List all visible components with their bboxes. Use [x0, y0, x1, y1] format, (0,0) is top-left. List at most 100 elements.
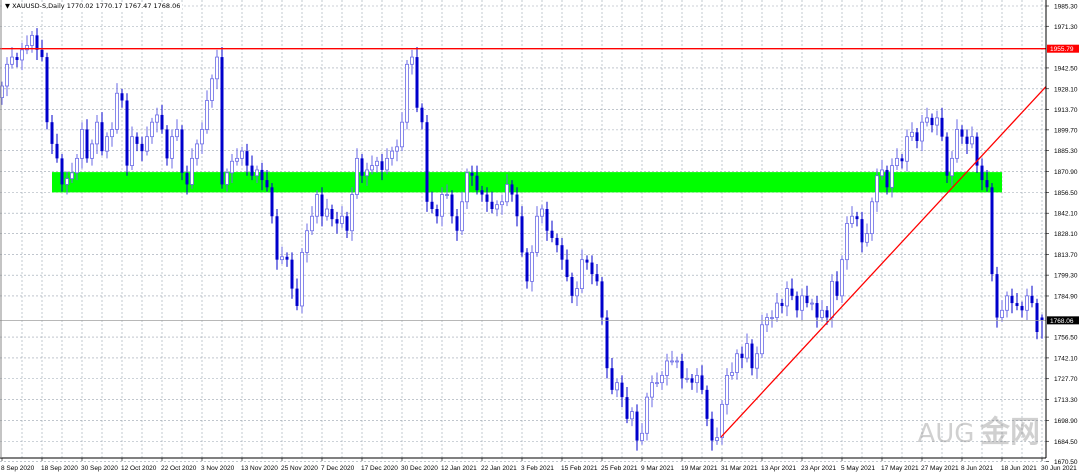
candle-body-bullish	[730, 372, 734, 376]
candle-body-bearish	[1035, 303, 1039, 333]
candle-body-bullish	[1000, 309, 1004, 318]
candle-body-bullish	[665, 360, 669, 376]
candle-body-bearish	[940, 117, 944, 137]
candle-body-bearish	[250, 165, 254, 176]
candle-body-bullish	[90, 143, 94, 159]
support-resistance-zone	[52, 172, 1002, 193]
candle-body-bullish	[735, 353, 739, 373]
candle-body-bearish	[345, 216, 349, 231]
candle-body-bullish	[215, 56, 219, 80]
resistance-price-tag	[1047, 44, 1079, 53]
candle-body-bearish	[960, 129, 964, 137]
candle-body-bullish	[30, 34, 34, 46]
candle-body-bearish	[995, 274, 999, 318]
candle-body-bullish	[410, 56, 414, 65]
candle-body-bearish	[85, 129, 89, 159]
candle-body-bullish	[205, 100, 209, 130]
candle-body-bullish	[325, 208, 329, 217]
candle-body-bearish	[330, 209, 334, 220]
candle-body-bullish	[150, 121, 154, 138]
current-price-tag	[1047, 316, 1079, 325]
candle-body-bearish	[860, 219, 864, 243]
candle-body-bearish	[1015, 303, 1019, 306]
candle-body-bullish	[725, 375, 729, 405]
candle-body-bullish	[175, 129, 179, 138]
symbol-label: XAUUSD-S,Daily	[12, 2, 65, 10]
candle-body-bullish	[655, 382, 659, 385]
x-tick-label: 25 Feb 2021	[601, 465, 638, 472]
candle-body-bullish	[170, 136, 174, 159]
candle-body-bullish	[210, 78, 214, 101]
candle-body-bearish	[570, 277, 574, 296]
candle-body-bearish	[780, 303, 784, 306]
candle-body-bearish	[15, 57, 19, 60]
candle-body-bearish	[750, 343, 754, 369]
candle-body-bullish	[800, 295, 804, 311]
candle-body-bearish	[120, 93, 124, 101]
candle-body-bearish	[740, 353, 744, 359]
candle-body-bullish	[305, 230, 309, 253]
candle-body-bearish	[220, 57, 224, 185]
candle-body-bullish	[950, 157, 954, 177]
candle-body-bearish	[100, 122, 104, 152]
candle-body-bullish	[615, 382, 619, 391]
candle-body-bullish	[720, 403, 724, 439]
collapse-arrow-icon[interactable]: ▼	[5, 2, 10, 10]
candle-body-bearish	[545, 209, 549, 231]
candle-body-bullish	[240, 150, 244, 159]
candle-body-bearish	[590, 262, 594, 275]
candle-body-bearish	[1040, 317, 1044, 321]
candle-body-bullish	[890, 165, 894, 188]
resistance-price-label: 1955.79	[1050, 46, 1074, 53]
y-tick-label: 1913.70	[1054, 107, 1078, 114]
candle-body-bearish	[565, 259, 569, 278]
candle-body-bearish	[125, 100, 129, 166]
y-tick-label: 1713.30	[1054, 397, 1078, 404]
x-tick-label: 25 Nov 2020	[281, 465, 318, 472]
candle-body-bearish	[795, 295, 799, 311]
x-tick-label: 18 Sep 2020	[41, 465, 78, 472]
candle-body-bearish	[485, 194, 489, 202]
y-tick-label: 1885.30	[1054, 148, 1078, 155]
candle-body-bearish	[600, 281, 604, 318]
candle-body-bullish	[200, 129, 204, 145]
candle-body-bullish	[935, 117, 939, 126]
x-tick-label: 22 Jan 2021	[481, 465, 517, 472]
candle-body-bearish	[360, 158, 364, 176]
candle-body-bullish	[365, 169, 369, 177]
candle-body-bullish	[390, 150, 394, 159]
candle-body-bearish	[50, 122, 54, 144]
candle-body-bearish	[555, 237, 559, 246]
candle-body-bearish	[435, 209, 439, 217]
candle-body-bullish	[195, 143, 199, 159]
candle-body-bearish	[855, 216, 859, 220]
candle-body-bearish	[295, 288, 299, 306]
candle-body-bearish	[420, 107, 424, 123]
candle-body-bearish	[635, 411, 639, 441]
y-tick-label: 1799.30	[1054, 273, 1078, 280]
candle-body-bullish	[280, 256, 284, 261]
candle-body-bullish	[535, 215, 539, 253]
candle-body-bullish	[925, 117, 929, 123]
candle-body-bullish	[5, 63, 9, 87]
candle-body-bearish	[245, 151, 249, 166]
candle-body-bullish	[440, 194, 444, 217]
candle-body-bearish	[990, 187, 994, 275]
candle-body-bullish	[830, 280, 834, 318]
x-tick-label: 7 Dec 2020	[321, 465, 355, 472]
candle-body-bearish	[900, 158, 904, 162]
candle-body-bearish	[710, 418, 714, 441]
candle-body-bearish	[585, 259, 589, 263]
candle-body-bearish	[165, 129, 169, 159]
candle-body-bullish	[110, 129, 114, 138]
x-tick-label: 8 Jun 2021	[961, 465, 994, 472]
candle-body-bullish	[765, 317, 769, 326]
candle-body-bullish	[905, 136, 909, 162]
y-tick-label: 1985.30	[1054, 4, 1078, 11]
current-price-label: 1768.06	[1050, 318, 1074, 325]
candle-body-bearish	[1020, 305, 1024, 311]
candle-body-bullish	[920, 121, 924, 142]
candle-body-bullish	[675, 360, 679, 363]
candle-body-bullish	[575, 288, 579, 297]
